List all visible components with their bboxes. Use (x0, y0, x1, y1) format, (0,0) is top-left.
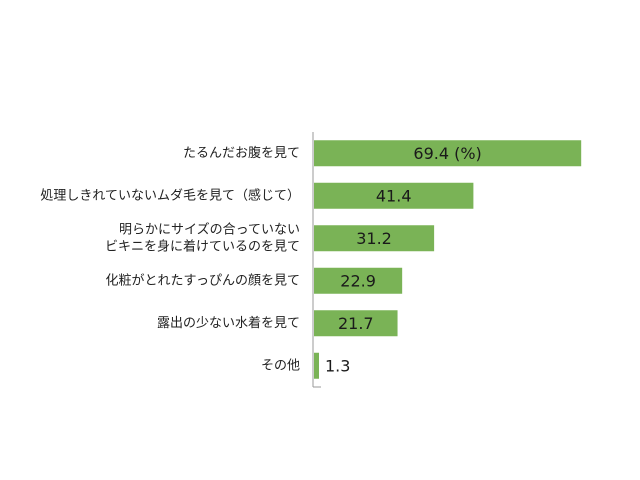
bar-value-label: 22.9 (340, 271, 376, 290)
category-label: 明らかにサイズの合っていない (119, 221, 300, 237)
bar-value-label: 1.3 (325, 356, 350, 375)
bar-series: 69.4 (%) たるんだお腹を見て 41.4 処理しきれていないムダ毛を見て（感じて… (40, 140, 582, 379)
bar (314, 140, 582, 167)
category-label: 処理しきれていないムダ毛を見て（感じて） (40, 187, 300, 203)
bar-value-label: 69.4 (%) (413, 144, 481, 163)
category-label: 露出の少ない水着を見て (157, 315, 300, 331)
category-label: 化粧がとれたすっぴんの顔を見て (106, 273, 300, 288)
bar (314, 225, 435, 252)
category-label: たるんだお腹を見て (183, 145, 300, 161)
bar-value-label: 21.7 (338, 314, 374, 333)
bar-value-label: 31.2 (356, 229, 392, 248)
bar-value-label: 41.4 (376, 186, 412, 205)
bar (314, 310, 398, 337)
bar (314, 267, 403, 294)
category-label: その他 (261, 358, 300, 373)
bar (314, 182, 474, 209)
bar (314, 352, 320, 379)
category-label: ビキニを身に着けているのを見て (105, 238, 300, 254)
